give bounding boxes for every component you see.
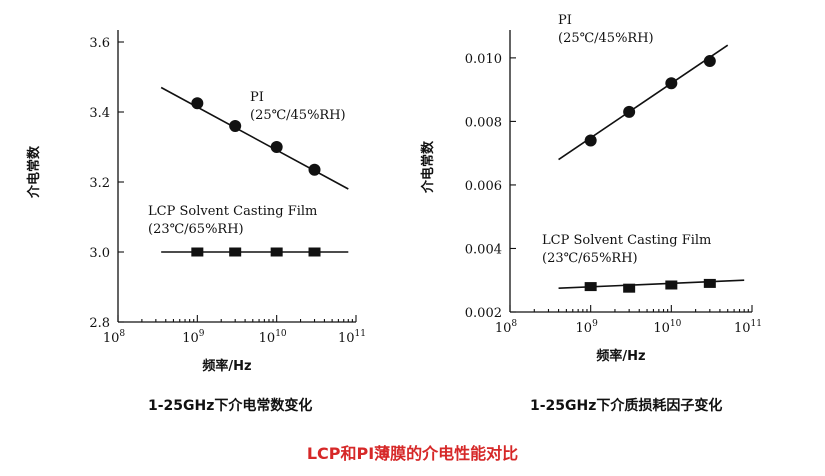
data-point-pi [584, 134, 597, 147]
y-axis-title: 介电常数 [26, 145, 42, 199]
data-point-lcp [308, 247, 321, 257]
right-chart-title: 1-25GHz下介质损耗因子变化 [530, 398, 723, 414]
x-tick-label: 108 [495, 319, 518, 336]
y-tick-label: 0.010 [465, 52, 502, 67]
dissipation-factor-chart: 0.002 0.004 0.006 0.008 0.010 108 109 1010 1011 频… [412, 0, 825, 476]
data-point-lcp [229, 247, 242, 257]
x-tick-label: 109 [182, 329, 205, 346]
x-tick-exponent: 11 [751, 319, 762, 329]
data-point-pi [270, 141, 283, 153]
x-tick-base: 10 [734, 321, 751, 336]
left-chart-title: 1-25GHz下介电常数变化 [148, 398, 313, 414]
y-tick-label: 3.2 [89, 176, 110, 191]
series-name: LCP Solvent Casting Film [542, 233, 711, 248]
data-point-lcp [623, 283, 636, 293]
y-tick-label: 0.008 [465, 115, 502, 130]
x-tick-exponent: 10 [275, 329, 287, 339]
series-name: PI [250, 90, 264, 105]
x-tick-label: 1011 [734, 319, 762, 336]
data-point-lcp [584, 282, 597, 292]
y-axis-title: 介电常数 [420, 140, 436, 194]
x-tick-exponent: 8 [119, 329, 125, 339]
x-tick-exponent: 10 [670, 319, 682, 329]
y-tick-label: 0.004 [465, 242, 502, 257]
data-point-lcp [703, 278, 716, 288]
data-point-lcp [270, 247, 283, 257]
y-tick-label: 2.8 [89, 316, 110, 331]
trend-line-pi [558, 44, 729, 161]
x-tick-base: 10 [182, 331, 199, 346]
x-tick-label: 1010 [653, 319, 681, 336]
x-tick-base: 10 [653, 321, 670, 336]
data-point-pi [191, 97, 204, 110]
y-tick-label: 0.002 [465, 306, 502, 321]
x-tick-exponent: 9 [199, 329, 205, 339]
data-point-pi [665, 77, 678, 90]
series-name: LCP Solvent Casting Film [148, 204, 317, 219]
x-tick-base: 10 [259, 331, 276, 346]
x-tick-exponent: 8 [511, 319, 517, 329]
series-note: (25℃/45%RH) [558, 31, 654, 46]
series-note: (25℃/45%RH) [250, 108, 346, 123]
figure-caption: LCP和PI薄膜的介电性能对比 [306, 444, 519, 463]
x-tick-label: 108 [103, 329, 126, 346]
y-tick-label: 0.006 [465, 179, 502, 194]
series-note: (23℃/65%RH) [542, 251, 638, 266]
dielectric-constant-chart: 2.8 3.0 3.2 3.4 3.6 108 109 1010 1011 频率/Hz 介电常数 PI… [0, 0, 412, 476]
data-point-pi [229, 120, 242, 132]
data-point-pi [308, 163, 321, 176]
x-tick-label: 109 [576, 319, 599, 336]
data-point-pi [703, 55, 716, 68]
x-tick-exponent: 11 [355, 329, 366, 339]
series-name: PI [558, 13, 572, 28]
x-axis-title: 频率/Hz [202, 358, 251, 374]
series-note: (23℃/65%RH) [148, 222, 244, 237]
data-point-lcp [665, 280, 678, 290]
x-tick-base: 10 [103, 331, 120, 346]
x-tick-base: 10 [338, 331, 355, 346]
x-axis-title: 频率/Hz [596, 348, 645, 364]
x-tick-base: 10 [576, 321, 593, 336]
y-tick-label: 3.0 [89, 246, 110, 261]
x-tick-label: 1011 [338, 329, 366, 346]
x-tick-label: 1010 [259, 329, 287, 346]
y-tick-label: 3.6 [89, 36, 110, 51]
data-point-pi [623, 105, 636, 118]
x-tick-exponent: 9 [592, 319, 598, 329]
x-tick-base: 10 [495, 321, 512, 336]
y-tick-label: 3.4 [89, 106, 110, 121]
data-point-lcp [191, 247, 204, 257]
